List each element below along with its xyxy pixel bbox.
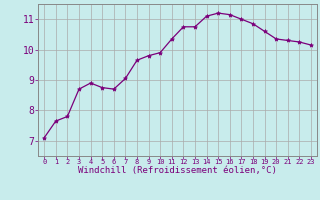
X-axis label: Windchill (Refroidissement éolien,°C): Windchill (Refroidissement éolien,°C) [78, 166, 277, 175]
